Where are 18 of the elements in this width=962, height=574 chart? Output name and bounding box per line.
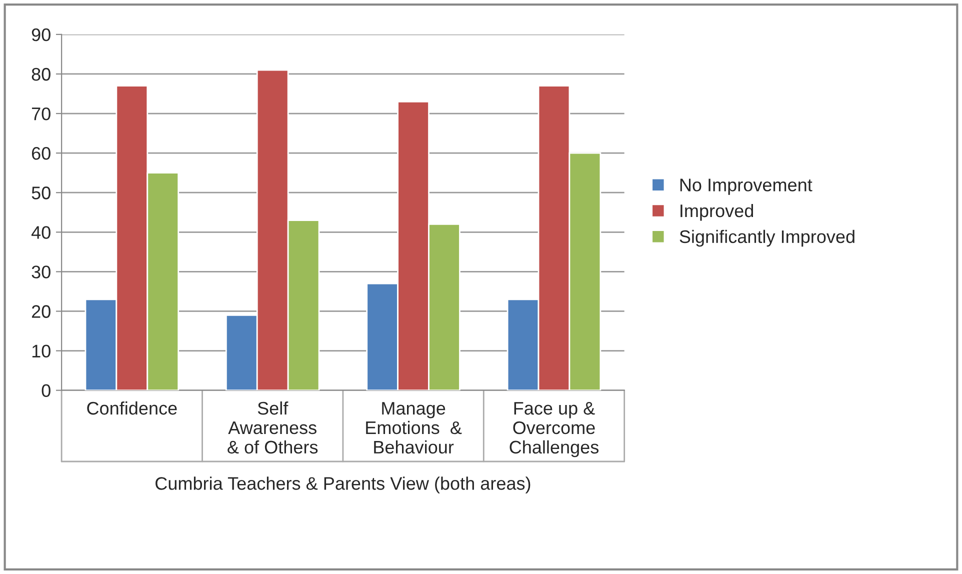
- y-tick-label: 60: [32, 147, 50, 160]
- y-tick-label: 0: [42, 384, 50, 398]
- y-tick-label: 20: [32, 305, 50, 318]
- x-axis-title: Cumbria Teachers & Parents View (both areas): [156, 476, 530, 494]
- y-tick-label: 30: [32, 266, 50, 278]
- y-tick-label: 70: [32, 107, 50, 120]
- x-tick-label: Face up & Overcome Challenges: [510, 402, 599, 458]
- legend-label: Improved: [680, 204, 754, 221]
- y-tick-label: 50: [32, 186, 50, 200]
- y-tick-label: 10: [32, 344, 50, 358]
- y-tick-label: 90: [32, 28, 50, 42]
- legend-label: No Improvement: [680, 178, 812, 195]
- y-tick-label: 40: [31, 226, 50, 239]
- legend-label: Significantly Improved: [680, 230, 854, 247]
- x-tick-label: Manage Emotions & Behaviour: [366, 402, 462, 454]
- x-tick-label: Self Awareness & of Others: [228, 401, 318, 454]
- x-tick-label: Confidence: [87, 401, 177, 415]
- y-tick-label: 80: [32, 68, 50, 81]
